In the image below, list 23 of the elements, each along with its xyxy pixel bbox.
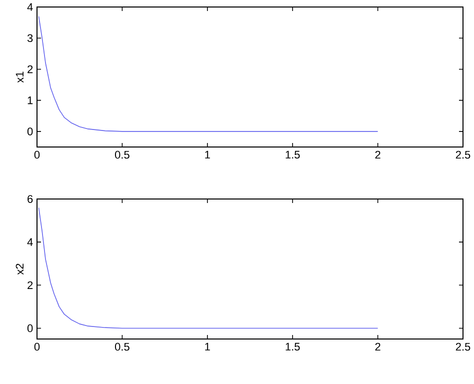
y-tick-label: 4	[27, 238, 33, 246]
y-tick-label: 1	[28, 96, 33, 104]
x-tick-label: 1.5	[286, 342, 300, 351]
y-axis-title: x2	[16, 264, 24, 275]
y-tick-label: 6	[28, 195, 33, 203]
x-tick-label: 0	[34, 150, 40, 159]
x-tick-label: 0	[34, 342, 40, 351]
x-tick-label: 2.5	[456, 150, 470, 159]
x-tick-label: 1	[205, 150, 210, 158]
x-tick-label: 1.5	[286, 150, 300, 159]
x-tick-label: 1	[205, 342, 210, 350]
y-tick-label: 0	[27, 128, 33, 136]
y-tick-label: 3	[27, 34, 33, 42]
y-tick-label: 0	[27, 324, 33, 332]
x-tick-label: 0.5	[114, 150, 130, 159]
x-tick-label: 2.5	[456, 342, 470, 351]
y-tick-label: 2	[28, 65, 33, 74]
x-tick-label: 2	[375, 150, 380, 159]
x-tick-label: 2	[375, 342, 380, 351]
x-tick-label: 0.5	[114, 342, 130, 351]
y-axis-title: x1	[16, 72, 24, 83]
y-tick-label: 2	[28, 281, 33, 289]
y-tick-label: 4	[27, 3, 33, 11]
